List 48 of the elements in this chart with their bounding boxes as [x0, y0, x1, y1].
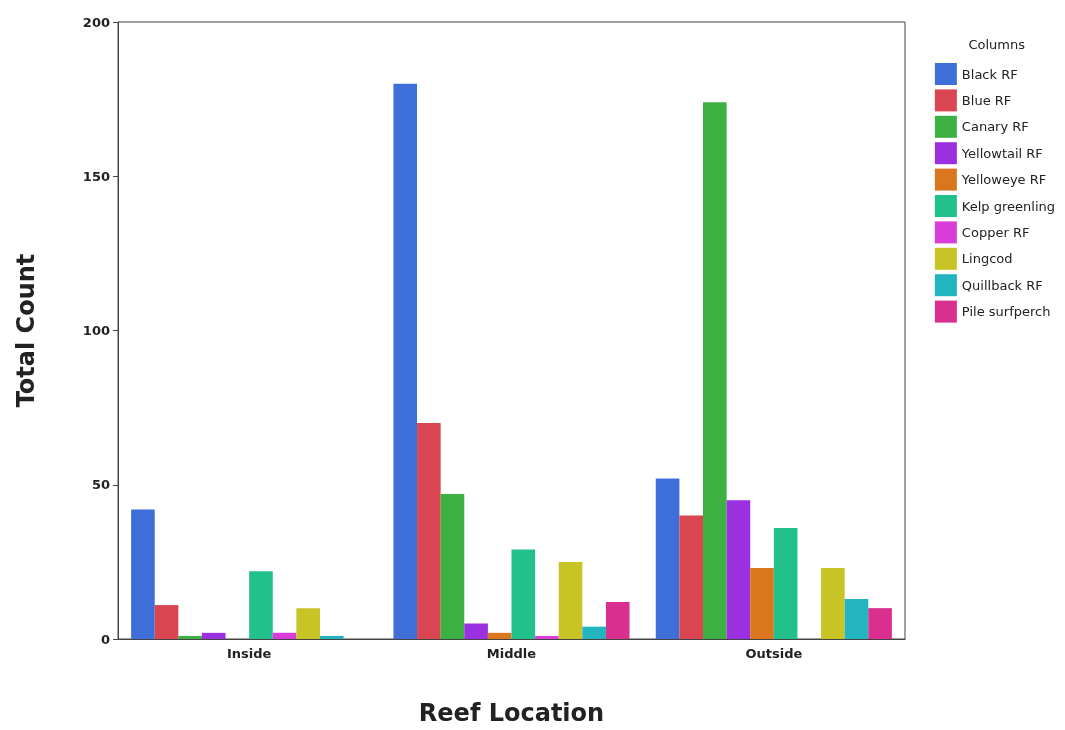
x-tick-label: Middle: [486, 646, 537, 661]
bar: [844, 598, 869, 639]
bar: [868, 608, 892, 639]
legend-label: Yellowtail RF: [960, 145, 1043, 161]
bar: [464, 623, 488, 639]
bar: [679, 515, 703, 639]
bar: [605, 601, 630, 639]
bar: [440, 494, 465, 639]
y-axis-title: Total Count: [12, 253, 40, 408]
y-tick-label: 150: [82, 168, 110, 184]
legend-label: Black RF: [961, 66, 1018, 82]
bar: [417, 423, 441, 639]
legend-label: Copper RF: [961, 224, 1030, 240]
legend-label: Pile surfperch: [961, 304, 1051, 320]
legend-label: Lingcod: [961, 251, 1013, 267]
bar: [393, 83, 418, 639]
bar: [249, 571, 273, 639]
bar: [296, 608, 320, 639]
legend-label: Blue RF: [961, 92, 1012, 108]
y-tick-label: 50: [91, 477, 110, 493]
bar: [320, 635, 344, 639]
bar: [511, 549, 536, 639]
bar: [535, 635, 559, 639]
bar: [750, 568, 774, 639]
bar: [773, 527, 798, 639]
y-tick-label: 100: [82, 323, 110, 338]
x-tick-label: Inside: [226, 646, 272, 661]
bar: [201, 632, 226, 639]
bar: [272, 632, 297, 639]
legend-label: Kelp greenling: [961, 198, 1056, 214]
bar: [154, 605, 179, 639]
bar: [582, 626, 606, 639]
bar: [131, 509, 155, 639]
y-tick-label: 0: [100, 631, 110, 647]
bar: [821, 568, 845, 639]
x-tick-label: Outside: [745, 646, 803, 661]
bar: [655, 478, 680, 639]
x-axis-title: Reef Location: [418, 699, 605, 727]
legend-title: Columns: [968, 37, 1026, 52]
bar: [703, 102, 727, 639]
legend-label: Quillback RF: [961, 277, 1043, 293]
y-tick-label: 200: [82, 14, 110, 30]
bar: [487, 632, 512, 639]
bar: [178, 635, 202, 639]
legend-label: Canary RF: [961, 119, 1029, 135]
legend-label: Yelloweye RF: [960, 172, 1047, 188]
bar: [726, 500, 751, 639]
bar: [558, 561, 583, 639]
